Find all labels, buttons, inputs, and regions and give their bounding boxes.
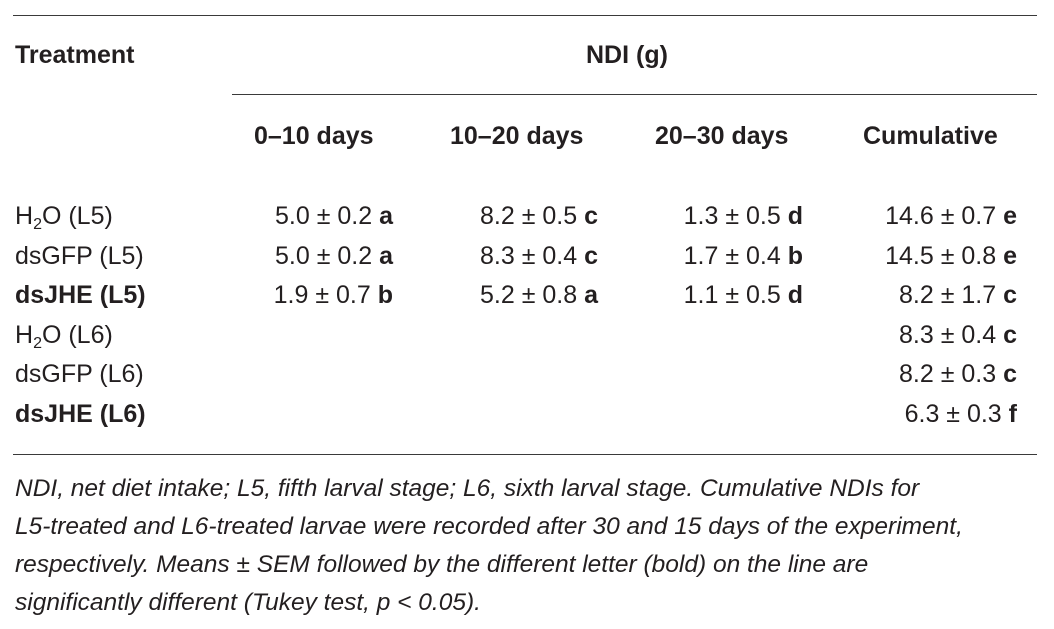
cell-significance-letter: e: [1003, 202, 1017, 230]
footnote-line: respectively. Means ± SEM followed by th…: [15, 551, 869, 578]
cell-mean-sem: 8.2 ± 0.3: [899, 360, 997, 388]
cell-significance-letter: a: [379, 202, 393, 230]
cell-significance-letter: b: [377, 281, 393, 309]
table-cell: 5.0 ± 0.2 a: [275, 241, 393, 271]
cell-significance-letter: c: [1003, 281, 1017, 309]
table-cell: 1.3 ± 0.5 d: [684, 201, 803, 231]
cell-mean-sem: 1.7 ± 0.4: [683, 242, 781, 270]
table-cell: 8.3 ± 0.4 c: [480, 241, 598, 271]
cell-mean-sem: 1.3 ± 0.5: [683, 202, 781, 230]
cell-mean-sem: 14.6 ± 0.7: [885, 202, 997, 230]
column-header-10-20-days: 10–20 days: [450, 122, 584, 150]
cell-significance-letter: d: [787, 202, 803, 230]
table-cell: 1.1 ± 0.5 d: [684, 280, 803, 310]
cell-mean-sem: 1.1 ± 0.5: [683, 281, 781, 309]
table-cell: 6.3 ± 0.3 f: [905, 399, 1017, 429]
cell-significance-letter: c: [584, 202, 598, 230]
cell-mean-sem: 8.3 ± 0.4: [480, 242, 578, 270]
row-label-text: O (L6): [41, 321, 113, 349]
cell-mean-sem: 8.2 ± 1.7: [899, 281, 997, 309]
row-label-subscript: 2: [33, 216, 42, 233]
table-cell: 14.5 ± 0.8 e: [885, 241, 1017, 271]
column-header-0-10-days: 0–10 days: [254, 122, 374, 150]
cell-significance-letter: f: [1008, 400, 1017, 428]
table-top-rule: [13, 15, 1037, 16]
row-label-text: O (L5): [41, 202, 113, 230]
cell-mean-sem: 1.9 ± 0.7: [273, 281, 371, 309]
cell-mean-sem: 5.0 ± 0.2: [275, 202, 373, 230]
table-cell: 8.2 ± 0.3 c: [899, 359, 1017, 389]
cell-mean-sem: 5.0 ± 0.2: [275, 242, 373, 270]
cell-significance-letter: c: [1003, 360, 1017, 388]
group-header-rule: [232, 94, 1037, 95]
table-cell: 8.3 ± 0.4 c: [899, 320, 1017, 350]
cell-significance-letter: c: [584, 242, 598, 270]
cell-significance-letter: a: [379, 242, 393, 270]
table-bottom-rule: [13, 454, 1037, 455]
table-cell: 8.2 ± 1.7 c: [899, 280, 1017, 310]
cell-significance-letter: d: [787, 281, 803, 309]
treatment-header: Treatment: [15, 41, 135, 69]
cell-mean-sem: 8.3 ± 0.4: [899, 321, 997, 349]
cell-mean-sem: 14.5 ± 0.8: [885, 242, 997, 270]
row-label-text: H: [15, 321, 34, 349]
row-label: dsJHE (L5): [15, 281, 146, 309]
table-footnote: NDI, net diet intake; L5, fifth larval s…: [15, 470, 1045, 622]
table-cell: 1.9 ± 0.7 b: [274, 280, 393, 310]
table-cell: 5.0 ± 0.2 a: [275, 201, 393, 231]
column-header-20-30-days: 20–30 days: [655, 122, 789, 150]
cell-significance-letter: b: [787, 242, 803, 270]
row-label: dsJHE (L6): [15, 400, 146, 428]
cell-mean-sem: 5.2 ± 0.8: [480, 281, 578, 309]
row-label-text: H: [15, 202, 34, 230]
cell-significance-letter: a: [584, 281, 598, 309]
cell-mean-sem: 8.2 ± 0.5: [480, 202, 578, 230]
table-cell: 5.2 ± 0.8 a: [480, 280, 598, 310]
row-label: H2O (L6): [15, 320, 113, 354]
cell-mean-sem: 6.3 ± 0.3: [904, 400, 1002, 428]
cell-significance-letter: c: [1003, 321, 1017, 349]
row-label-subscript: 2: [33, 335, 42, 352]
row-label: dsGFP (L5): [15, 242, 144, 270]
table-cell: 14.6 ± 0.7 e: [885, 201, 1017, 231]
footnote-line: significantly different (Tukey test, p <…: [15, 589, 481, 616]
ndi-group-header: NDI (g): [586, 41, 668, 69]
row-label: H2O (L5): [15, 201, 113, 235]
cell-significance-letter: e: [1003, 242, 1017, 270]
table-cell: 8.2 ± 0.5 c: [480, 201, 598, 231]
row-label: dsGFP (L6): [15, 360, 144, 388]
column-header-cumulative: Cumulative: [863, 122, 998, 150]
table-cell: 1.7 ± 0.4 b: [684, 241, 803, 271]
footnote-line: L5-treated and L6-treated larvae were re…: [15, 513, 963, 540]
footnote-line: NDI, net diet intake; L5, fifth larval s…: [15, 475, 920, 502]
